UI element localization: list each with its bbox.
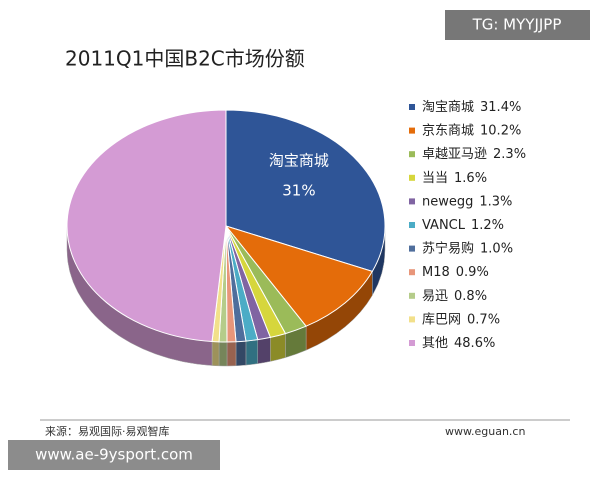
slice-side xyxy=(245,339,259,366)
watermark: TG: MYYJJPP xyxy=(472,16,562,34)
legend-swatch xyxy=(409,316,415,323)
legend-label: 淘宝商城 xyxy=(422,100,474,115)
legend: 淘宝商城 31.4% 京东商城 10.2% 卓越亚马逊 2.3% 当当 1.6% newegg 1… xyxy=(409,100,526,351)
slice-side xyxy=(270,333,286,362)
watermark-box xyxy=(445,10,590,40)
legend-label: 当当 xyxy=(422,170,448,185)
legend-swatch xyxy=(409,198,415,205)
legend-value: 1.0% xyxy=(480,241,513,256)
legend-label: 库巴网 xyxy=(422,311,461,327)
slice-label: 淘宝商城 xyxy=(269,151,329,169)
legend-swatch xyxy=(409,174,415,181)
legend-label: VANCL xyxy=(422,218,466,233)
legend-value: 48.6% xyxy=(454,336,495,351)
slice xyxy=(224,225,374,327)
legend-value: 0.8% xyxy=(454,288,487,303)
pie: 淘宝商城 31% xyxy=(66,109,386,367)
legend-label: M18 xyxy=(422,265,450,280)
legend-value: 2.3% xyxy=(493,147,526,162)
legend-label: 其他 xyxy=(422,336,448,351)
slice-side xyxy=(257,337,271,364)
slice-side xyxy=(235,340,247,367)
legend-entry: newegg 1.3% xyxy=(422,194,512,209)
slice xyxy=(225,109,386,272)
legend-swatch xyxy=(409,151,415,158)
legend-label: newegg xyxy=(422,194,473,209)
legend-value: 0.7% xyxy=(467,312,500,327)
slice xyxy=(66,109,227,343)
legend-value: 1.6% xyxy=(454,170,487,185)
legend-swatch xyxy=(409,269,415,276)
chart-title: 2011Q1中国B2C市场份额 xyxy=(65,47,305,71)
legend-entry: 当当 1.6% xyxy=(422,170,487,185)
legend-entry: 苏宁易购 1.0% xyxy=(422,240,513,256)
legend-entry: VANCL 1.2% xyxy=(422,218,504,233)
legend-swatch xyxy=(409,222,415,228)
website: www.eguan.cn xyxy=(445,425,525,438)
legend-entry: 其他 48.6% xyxy=(422,336,495,351)
legend-value: 1.3% xyxy=(479,194,512,209)
legend-swatch xyxy=(409,292,415,299)
legend-label: 易迅 xyxy=(422,288,448,303)
legend-value: 10.2% xyxy=(480,123,521,138)
legend-swatch xyxy=(409,127,415,134)
legend-value: 0.9% xyxy=(456,265,489,280)
legend-label: 京东商城 xyxy=(422,123,474,138)
slice-value-label: 31% xyxy=(282,181,315,199)
legend-value: 31.4% xyxy=(480,100,521,115)
legend-label: 苏宁易购 xyxy=(422,240,474,256)
legend-swatch xyxy=(409,245,415,252)
source: 来源：易观国际·易观智库 xyxy=(45,424,170,438)
watermark-box xyxy=(8,440,220,470)
legend-entry: M18 0.9% xyxy=(422,265,489,280)
slice-side xyxy=(218,341,228,367)
legend-swatch xyxy=(409,104,415,110)
slice-side xyxy=(226,341,237,367)
legend-entry: 库巴网 0.7% xyxy=(422,311,500,327)
slice-side xyxy=(211,341,220,367)
legend-entry: 易迅 0.8% xyxy=(422,288,487,303)
watermark: www.ae-9ysport.com xyxy=(35,446,193,464)
legend-value: 1.2% xyxy=(471,218,504,233)
legend-entry: 淘宝商城 31.4% xyxy=(422,100,521,115)
legend-swatch xyxy=(409,340,415,346)
legend-label: 卓越亚马逊 xyxy=(422,147,487,162)
legend-entry: 京东商城 10.2% xyxy=(422,123,521,138)
legend-entry: 卓越亚马逊 2.3% xyxy=(422,147,526,162)
